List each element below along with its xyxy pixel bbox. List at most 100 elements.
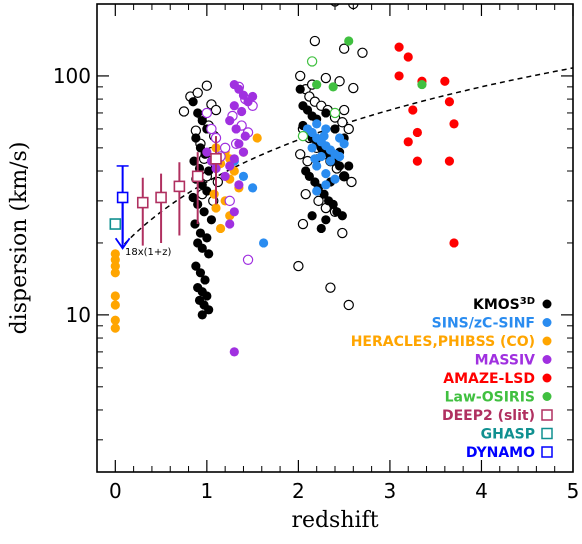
data-point: [307, 211, 317, 221]
legend-label-deep2-slit: DEEP2 (slit): [442, 408, 535, 424]
legend-label-heracles-phibss-co: HERACLES,PHIBSS (CO): [351, 334, 535, 350]
series-deep2-slit: [136, 136, 222, 246]
data-point: [248, 91, 258, 102]
data-point: [344, 161, 354, 171]
series-amaze-lsd: [394, 42, 459, 248]
data-point: [337, 211, 347, 221]
data-point-open: [309, 35, 321, 47]
data-point: [240, 131, 250, 141]
series-heracles-phibss-co: [110, 133, 262, 333]
data-point: [312, 79, 322, 90]
data-point: [234, 180, 244, 190]
series-ghasp: [109, 218, 122, 230]
legend-marker: [541, 427, 553, 440]
data-point-open: [212, 176, 224, 188]
data-point: [321, 169, 331, 179]
legend-marker: [542, 373, 552, 383]
legend-label-amaze-lsd: AMAZE-LSD: [443, 371, 535, 387]
data-point: [110, 291, 120, 301]
data-point: [188, 97, 198, 107]
data-point: [193, 108, 203, 118]
legend-label-dynamo: DYNAMO: [466, 445, 535, 461]
data-point-open: [343, 123, 354, 135]
legend-marker: [542, 299, 552, 309]
data-point: [202, 291, 212, 301]
data-point: [197, 116, 207, 126]
data-point: [110, 261, 120, 271]
data-point: [319, 131, 329, 141]
data-point-square: [155, 191, 167, 204]
data-point: [238, 171, 249, 181]
data-point: [330, 124, 340, 134]
data-point: [197, 243, 207, 253]
legend-marker: [541, 446, 553, 458]
data-point: [449, 119, 459, 129]
legend-marker: [542, 318, 552, 327]
data-point: [238, 90, 249, 100]
data-point-open: [206, 123, 217, 135]
data-point: [321, 124, 331, 134]
data-point: [344, 36, 354, 46]
data-point: [394, 71, 404, 81]
data-point-open: [293, 260, 304, 272]
legend: KMOS3D SINS/zC-SINF HERACLES,PHIBSS (CO) MA…: [351, 296, 553, 461]
data-point: [412, 156, 422, 166]
data-point: [189, 156, 199, 166]
data-point: [316, 223, 326, 234]
data-point: [110, 315, 120, 325]
data-point: [211, 203, 221, 213]
data-point: [225, 116, 235, 126]
data-point-open: [201, 80, 213, 91]
data-point: [252, 133, 262, 143]
data-point-open: [192, 87, 203, 98]
data-point: [412, 127, 422, 138]
data-point: [204, 249, 214, 259]
data-point: [444, 156, 455, 166]
data-point: [325, 156, 336, 166]
data-point: [328, 82, 338, 92]
data-point-open: [295, 70, 306, 82]
data-point-open: [357, 47, 368, 58]
data-point: [188, 192, 198, 203]
x-axis-label: redshift: [291, 508, 378, 533]
data-point: [321, 108, 331, 118]
data-point: [234, 139, 244, 149]
data-point-open: [242, 254, 254, 266]
data-point: [237, 106, 247, 117]
data-point: [202, 147, 212, 157]
legend-marker: [541, 409, 553, 421]
data-point: [394, 42, 404, 52]
data-point: [312, 119, 322, 129]
axis-ticks: 0 1 2 3 4 5 10 100: [53, 3, 580, 503]
data-point: [229, 101, 239, 111]
x-tick-label: 5: [567, 479, 580, 503]
data-point: [417, 79, 427, 90]
legend-marker: [542, 392, 552, 401]
data-point: [206, 215, 217, 225]
data-point-open: [337, 227, 348, 239]
data-point-open: [297, 130, 309, 142]
data-point-open: [348, 82, 359, 94]
data-point-square: [109, 218, 122, 230]
data-point-open: [224, 195, 235, 207]
x-tick-label: 0: [109, 479, 122, 503]
data-point: [238, 147, 249, 157]
series-massiv: [201, 79, 258, 357]
data-point: [449, 238, 459, 248]
data-point: [334, 161, 345, 171]
legend-label-kmos3d: KMOS3D: [473, 296, 535, 314]
data-point: [202, 233, 212, 243]
data-point: [110, 268, 120, 278]
data-point: [307, 143, 317, 153]
data-point: [229, 154, 239, 164]
legend-marker: [542, 336, 552, 346]
data-point: [319, 189, 329, 199]
data-point-square: [173, 180, 186, 193]
data-point: [191, 261, 201, 271]
data-point-open: [295, 149, 306, 160]
data-point: [403, 137, 413, 147]
data-point: [330, 174, 340, 184]
data-point-square: [136, 196, 149, 209]
data-point-open: [201, 107, 213, 119]
